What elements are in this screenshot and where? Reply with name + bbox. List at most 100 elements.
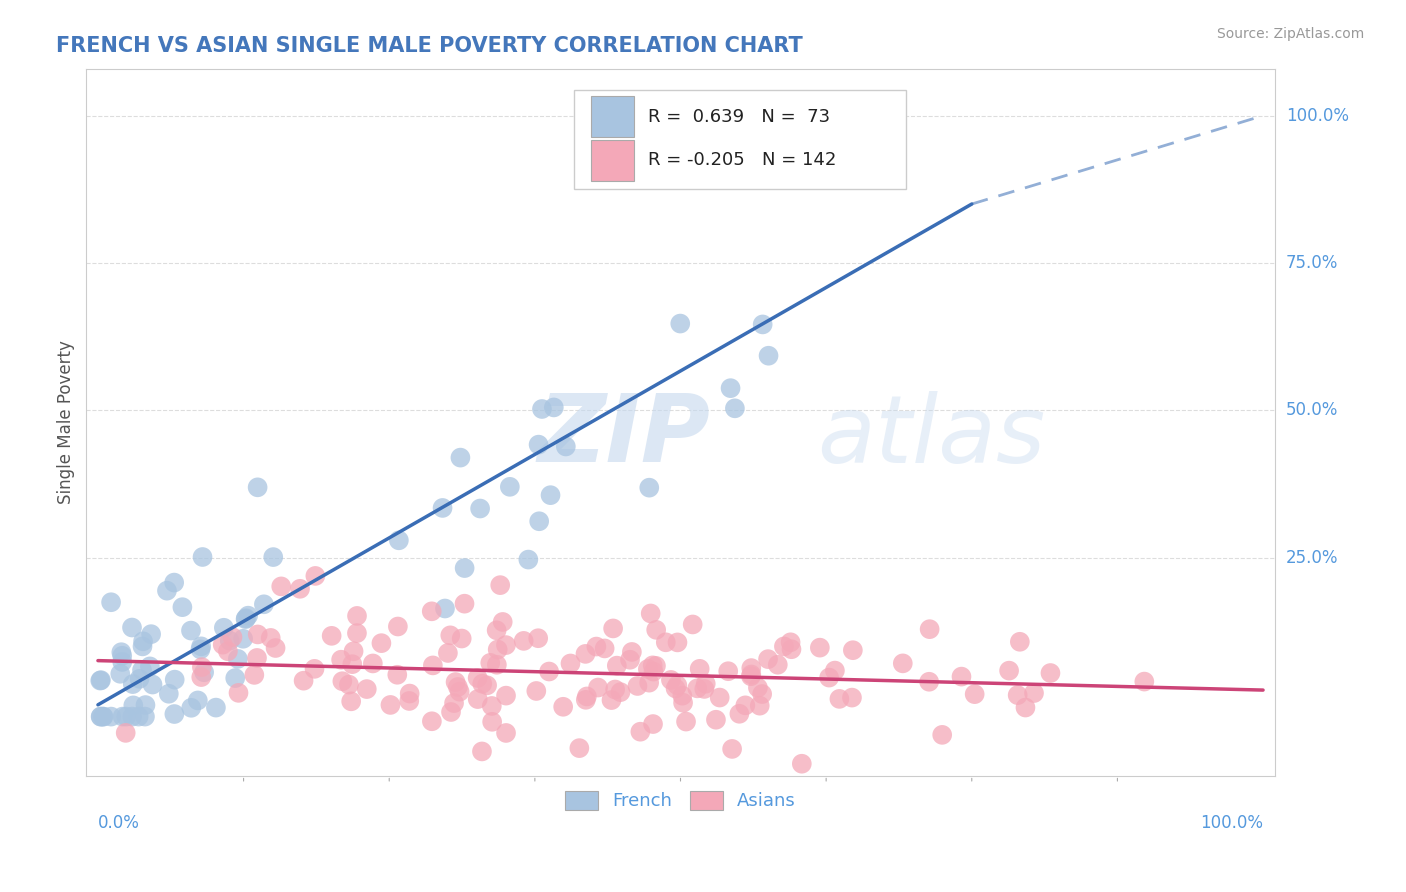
- Point: [600, 693, 623, 707]
- Point: [672, 696, 695, 710]
- Point: [163, 673, 186, 687]
- Point: [387, 619, 409, 633]
- Point: [824, 664, 846, 678]
- Point: [717, 664, 740, 678]
- Point: [818, 671, 841, 685]
- Point: [492, 615, 515, 629]
- Point: [190, 642, 212, 657]
- Point: [689, 662, 711, 676]
- Point: [467, 692, 489, 706]
- Point: [471, 744, 494, 758]
- Point: [453, 561, 475, 575]
- Point: [122, 698, 145, 713]
- Point: [235, 611, 257, 625]
- Point: [475, 678, 498, 692]
- Point: [356, 682, 378, 697]
- Point: [449, 450, 471, 465]
- Point: [218, 633, 240, 648]
- Point: [575, 693, 598, 707]
- Point: [110, 645, 132, 659]
- Point: [695, 677, 717, 691]
- Point: [1008, 634, 1031, 648]
- Point: [593, 641, 616, 656]
- Point: [740, 661, 762, 675]
- Point: [163, 575, 186, 590]
- Point: [361, 657, 384, 671]
- Point: [131, 663, 153, 677]
- Point: [330, 653, 353, 667]
- Point: [388, 533, 411, 548]
- Point: [605, 682, 627, 697]
- Point: [172, 600, 194, 615]
- Point: [471, 677, 494, 691]
- Point: [620, 645, 643, 659]
- Point: [704, 713, 727, 727]
- Point: [243, 668, 266, 682]
- Point: [190, 640, 212, 654]
- Point: [575, 690, 598, 704]
- Point: [228, 686, 250, 700]
- Point: [891, 657, 914, 671]
- Point: [779, 635, 801, 649]
- Point: [90, 673, 112, 687]
- Text: 100.0%: 100.0%: [1286, 107, 1348, 125]
- Text: atlas: atlas: [817, 391, 1046, 482]
- Point: [641, 717, 664, 731]
- Point: [693, 681, 716, 696]
- Point: [560, 657, 582, 671]
- Point: [637, 662, 659, 676]
- Point: [766, 657, 789, 672]
- Point: [110, 666, 132, 681]
- Point: [264, 640, 287, 655]
- Text: FRENCH VS ASIAN SINGLE MALE POVERTY CORRELATION CHART: FRENCH VS ASIAN SINGLE MALE POVERTY CORR…: [56, 36, 803, 55]
- Point: [453, 597, 475, 611]
- FancyBboxPatch shape: [592, 95, 634, 137]
- Point: [751, 318, 773, 332]
- Point: [517, 552, 540, 566]
- Point: [111, 709, 134, 723]
- Point: [963, 687, 986, 701]
- Point: [540, 488, 562, 502]
- Point: [524, 684, 547, 698]
- Point: [134, 698, 156, 712]
- Point: [420, 604, 443, 618]
- Point: [205, 700, 228, 714]
- Point: [780, 642, 803, 657]
- Text: 25.0%: 25.0%: [1286, 549, 1339, 566]
- Point: [489, 578, 512, 592]
- Point: [236, 608, 259, 623]
- Point: [304, 662, 326, 676]
- Point: [115, 709, 138, 723]
- Point: [420, 714, 443, 729]
- Point: [554, 440, 576, 454]
- Point: [330, 674, 353, 689]
- Point: [93, 709, 115, 723]
- Point: [486, 642, 509, 657]
- Point: [638, 675, 661, 690]
- Point: [773, 640, 796, 654]
- Point: [842, 643, 865, 657]
- Point: [342, 644, 364, 658]
- Point: [128, 672, 150, 686]
- Point: [100, 595, 122, 609]
- Point: [666, 635, 689, 649]
- Point: [121, 621, 143, 635]
- Point: [790, 756, 813, 771]
- Point: [748, 698, 770, 713]
- Point: [628, 724, 651, 739]
- Point: [602, 622, 624, 636]
- Point: [740, 667, 762, 681]
- Point: [606, 658, 628, 673]
- FancyBboxPatch shape: [574, 90, 907, 189]
- Point: [444, 675, 467, 690]
- Point: [485, 657, 508, 672]
- Point: [734, 698, 756, 713]
- Point: [527, 514, 550, 528]
- Point: [191, 660, 214, 674]
- Point: [574, 647, 596, 661]
- Point: [224, 671, 246, 685]
- Point: [841, 690, 863, 705]
- Point: [609, 685, 631, 699]
- Text: 0.0%: 0.0%: [98, 814, 139, 832]
- Point: [191, 549, 214, 564]
